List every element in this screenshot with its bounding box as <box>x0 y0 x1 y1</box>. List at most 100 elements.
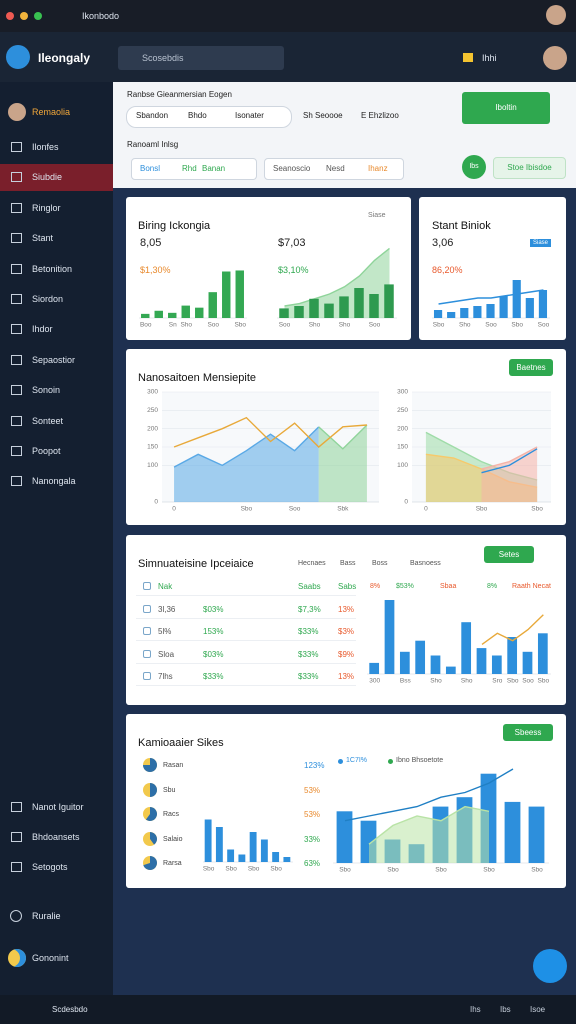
x-tick-label: Sho <box>461 678 473 685</box>
footer-link[interactable]: Isoe <box>530 1005 546 1014</box>
x-tick-label: Sho <box>180 322 192 329</box>
select-text: Banan <box>202 164 226 173</box>
workspace[interactable]: Gononint <box>32 953 69 963</box>
chart: Sbo Sbo Sbo Sbo <box>203 819 293 873</box>
card-button[interactable]: Sbeess <box>503 724 553 741</box>
card-tag[interactable]: Siase <box>368 212 386 219</box>
badge[interactable]: Ibs <box>462 155 486 179</box>
nav-item[interactable]: Betonition <box>32 263 73 274</box>
account-icon <box>10 910 22 922</box>
select-text: Bonsl <box>140 164 161 173</box>
nav-item[interactable]: Sonoin <box>32 385 61 396</box>
table-cell: 13% <box>338 672 355 681</box>
nav-item[interactable]: Ringlor <box>32 202 61 213</box>
bar <box>141 313 150 318</box>
item-value: 53% <box>304 810 321 819</box>
x-tick-label: Sbo <box>538 678 550 685</box>
table-head: Basnoess <box>410 560 441 567</box>
tab-title[interactable]: Ikonbodo <box>82 11 120 21</box>
user-name[interactable]: Ihhi <box>482 53 497 63</box>
table-cell: $33% <box>298 627 319 636</box>
select-text: Ihanz <box>368 164 388 173</box>
select[interactable] <box>264 158 404 180</box>
line <box>438 289 544 305</box>
nav-item[interactable]: Nanot Iguitor <box>32 802 84 812</box>
kpi: 3,06 <box>432 237 454 249</box>
legend: 8% <box>370 583 381 590</box>
active-item-bg <box>0 164 113 192</box>
chip[interactable]: Sbandon <box>136 111 169 120</box>
alert-icon[interactable] <box>463 53 473 62</box>
pie-icon <box>143 856 157 870</box>
nav-item[interactable]: Setogots <box>32 862 68 872</box>
select-text: Seanoscio <box>273 164 311 173</box>
footer-text: Scdesbdo <box>52 1005 88 1014</box>
nav-icon <box>11 324 22 335</box>
footer-link[interactable]: Ibs <box>500 1005 511 1014</box>
card-tag[interactable]: Siase <box>530 239 552 247</box>
legend: 8% <box>487 583 498 590</box>
x-tick-label: Sro <box>492 678 503 685</box>
card-button[interactable]: Setes <box>484 546 534 563</box>
chip[interactable]: Isonater <box>235 111 264 120</box>
min-dot[interactable] <box>20 12 28 20</box>
table-cell: 13% <box>338 604 355 614</box>
nav-item[interactable]: Ihdor <box>32 324 53 335</box>
bar <box>283 857 291 862</box>
bar <box>476 648 487 674</box>
logo-text[interactable]: Ileongaly <box>38 51 91 65</box>
secondary-button[interactable]: Stoe Ibisdoe <box>493 157 566 179</box>
card-button[interactable]: Baetnes <box>509 359 553 376</box>
chip[interactable]: Bhdo <box>188 111 207 120</box>
nav-item[interactable]: Siordon <box>32 294 64 304</box>
area-edge <box>481 446 538 470</box>
option[interactable]: E Ehzlizoo <box>361 111 399 120</box>
user-avatar[interactable] <box>543 46 567 70</box>
option[interactable]: Sh Seoooe <box>303 111 343 120</box>
nav-item[interactable]: Siubdie <box>32 172 63 183</box>
y-tick-label: 100 <box>147 462 158 469</box>
area <box>174 426 319 502</box>
secondary-label: Stoe Ibisdoe <box>507 163 552 172</box>
x-tick-label: Soo <box>207 322 219 329</box>
close-dot[interactable] <box>6 12 14 20</box>
profile-name[interactable]: Remaolia <box>32 107 71 117</box>
footer-link[interactable]: Ihs <box>470 1005 481 1014</box>
browser-avatar[interactable] <box>546 5 566 25</box>
line <box>481 614 544 645</box>
fab[interactable] <box>533 949 567 983</box>
apply-button[interactable]: Iboltin <box>462 92 550 124</box>
max-dot[interactable] <box>34 12 42 20</box>
table-cell: Saabs <box>298 582 321 591</box>
profile-avatar[interactable] <box>8 103 26 121</box>
nav-item[interactable]: Stant <box>32 233 54 244</box>
y-tick-label: 0 <box>154 499 158 506</box>
bar <box>336 811 353 863</box>
chip-group[interactable] <box>126 106 292 128</box>
table-cell: 3l,36 <box>158 604 176 614</box>
nav-item[interactable]: Sonteet <box>32 415 64 426</box>
nav-icon <box>11 172 22 183</box>
select[interactable] <box>131 158 257 180</box>
logo-icon[interactable] <box>6 45 30 69</box>
nav-item[interactable]: Bhdoansets <box>32 832 80 842</box>
nav-icon <box>11 446 22 456</box>
bar <box>227 849 235 862</box>
x-tick-label: Bss <box>400 678 412 685</box>
nav-icon <box>11 263 22 274</box>
search-box[interactable] <box>118 46 284 70</box>
nav-item[interactable]: Ilonfes <box>32 142 59 152</box>
nav-item[interactable]: Nanongala <box>32 476 76 487</box>
item-label: Rasan <box>163 762 184 769</box>
kpi: 8,05 <box>140 237 162 249</box>
select-text: Nesd <box>326 164 345 173</box>
table-cell: 153% <box>203 627 224 636</box>
bar <box>354 288 364 318</box>
account[interactable]: Ruralie <box>32 911 61 921</box>
nav-item[interactable]: Poopot <box>32 446 61 456</box>
card-title: Nanosaitoen Mensiepite <box>138 372 257 384</box>
item-value: 33% <box>304 834 321 844</box>
area-edge <box>284 247 390 307</box>
nav-item[interactable]: Sepaostior <box>32 354 76 365</box>
